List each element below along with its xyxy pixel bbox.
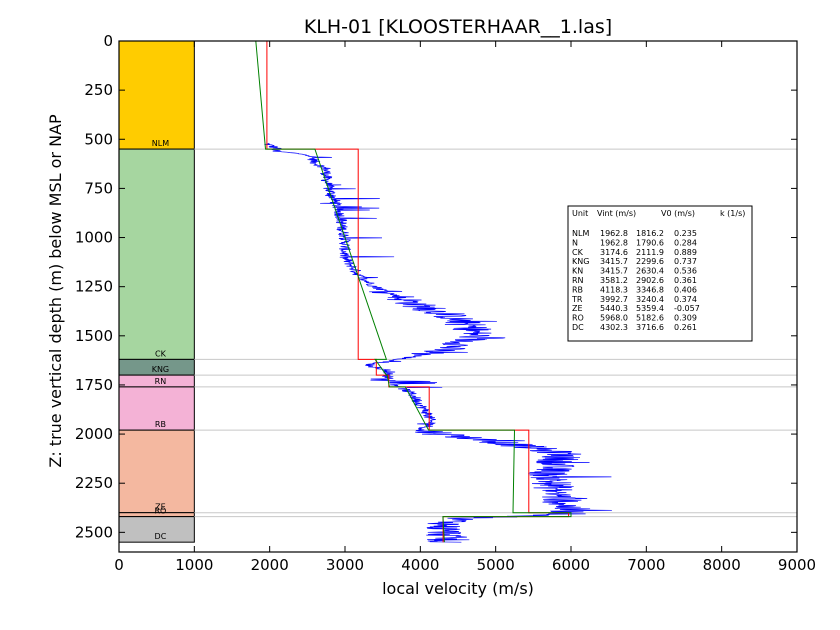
table-cell: ZE [572,304,583,313]
chart-title: KLH-01 [KLOOSTERHAAR__1.las] [304,16,612,38]
unit-label: KNG [152,365,169,374]
y-tick-label: 2250 [75,474,113,492]
model-velocity-line [255,40,572,543]
table-cell: 0.374 [674,295,697,304]
y-axis-label: Z: true vertical depth (m) below MSL or … [46,114,65,468]
x-tick-label: 3000 [326,556,364,574]
x-tick-label: 0 [114,556,124,574]
velocity-table-box [567,205,753,342]
table-cell: RO [572,314,584,323]
x-tick-label: 4000 [401,556,439,574]
table-cell: 0.284 [674,238,697,247]
table-header-cell: Unit [572,209,588,218]
x-tick-label: 1000 [175,556,213,574]
x-tick-label: 2000 [251,556,289,574]
table-cell: 0.889 [674,248,697,257]
unit-block [118,429,195,514]
unit-label: RN [155,377,167,386]
x-tick-label: 8000 [703,556,741,574]
y-tick-label: 500 [84,130,113,148]
table-cell: KNG [572,257,589,266]
table-cell: 0.309 [674,314,697,323]
velocity-table: Unit Vint (m/s) V0 (m/s) k (1/s) NLM 1962.8 18… [567,205,753,342]
table-cell: 0.737 [674,257,697,266]
table-cell: 5182.6 [636,314,664,323]
unit-label: ZE [155,503,166,512]
table-cell: 3992.7 [600,295,628,304]
y-tick-label: 2000 [75,425,113,443]
table-cell: NLM [572,229,589,238]
x-tick-label: 7000 [627,556,665,574]
unit-block [118,516,195,543]
y-tick-label: 750 [84,179,113,197]
table-cell: 1962.8 [600,229,628,238]
table-header-cell: V0 (m/s) [661,209,695,218]
x-tick-label: 9000 [778,556,816,574]
table-cell: 3581.2 [600,276,628,285]
table-cell: 3346.8 [636,285,664,294]
table-cell: 3415.7 [600,257,628,266]
unit-label: RO [155,507,167,516]
y-tick-label: 1000 [75,229,113,247]
unit-block [118,148,195,360]
table-cell: 1790.6 [636,238,664,247]
unit-block [118,40,195,150]
table-cell: 2902.6 [636,276,664,285]
table-cell: KN [572,267,583,276]
table-header-cell: k (1/s) [720,209,745,218]
unit-label: DC [155,532,167,541]
table-cell: CK [572,248,584,257]
table-cell: RN [572,276,584,285]
unit-label: NLM [152,139,169,148]
y-tick-label: 1500 [75,327,113,345]
table-cell: 0.406 [674,285,697,294]
interval-velocity-line [266,41,570,543]
table-cell: 1816.2 [636,229,664,238]
y-tick-label: 0 [103,32,113,50]
sonic-log-line [264,142,612,543]
y-tick-label: 250 [84,81,113,99]
y-tick-label: 1750 [75,376,113,394]
table-cell: 5968.0 [600,314,628,323]
table-cell: TR [571,295,583,304]
table-cell: N [572,238,578,247]
x-tick-label: 6000 [552,556,590,574]
unit-label: RB [155,420,166,429]
table-cell: RB [572,285,583,294]
table-cell: 3716.6 [636,323,664,332]
table-cell: 2299.6 [636,257,664,266]
table-cell: 5440.3 [600,304,628,313]
table-cell: 1962.8 [600,238,628,247]
table-cell: 0.361 [674,276,697,285]
table-cell: 2111.9 [636,248,664,257]
table-cell: 0.235 [674,229,697,238]
table-cell: 0.536 [674,267,697,276]
table-cell: 3240.4 [636,295,664,304]
table-header-cell: Vint (m/s) [597,209,636,218]
x-tick-label: 5000 [477,556,515,574]
table-cell: 2630.4 [636,267,664,276]
table-cell: 4302.3 [600,323,628,332]
y-tick-label: 1250 [75,278,113,296]
unit-label: CK [155,349,167,358]
table-cell: DC [572,323,584,332]
table-cell: 3415.7 [600,267,628,276]
table-cell: 0.261 [674,323,697,332]
x-axis-label: local velocity (m/s) [382,579,534,598]
table-cell: 5359.4 [636,304,664,313]
table-cell: 3174.6 [600,248,628,257]
table-cell: 4118.3 [600,285,628,294]
table-cell: -0.057 [674,304,700,313]
axes-frame [118,40,798,553]
y-tick-label: 2500 [75,523,113,541]
